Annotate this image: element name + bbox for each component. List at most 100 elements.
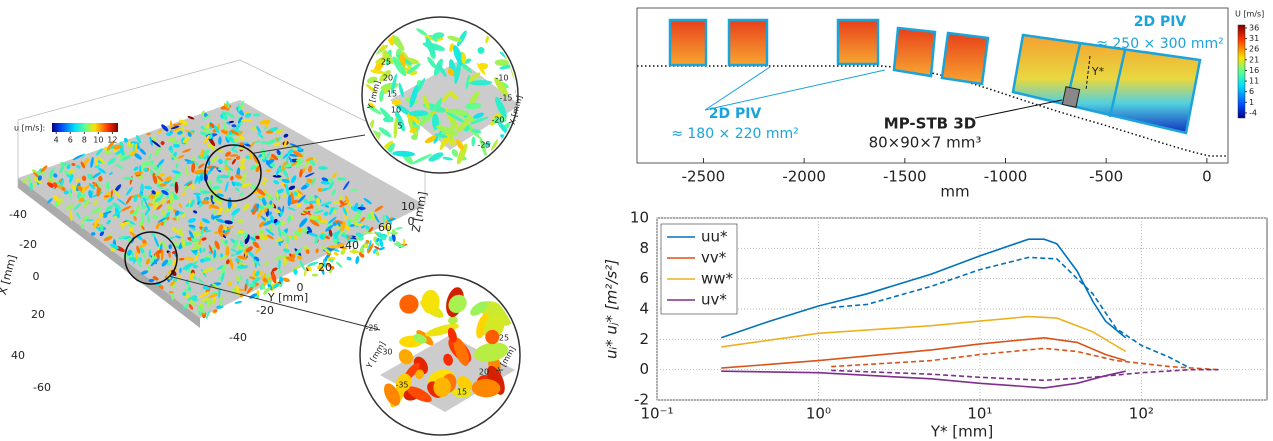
plot-frame <box>657 218 1267 400</box>
colorbar-tick-label: 8 <box>82 136 87 145</box>
colorbar-tick-label: 6 <box>68 136 73 145</box>
x-tick-label: -2000 <box>782 168 826 186</box>
axis-tick-label: 20 <box>383 74 393 83</box>
x-axis-label: mm <box>940 183 969 201</box>
colorbar-tick-label: -4 <box>1249 108 1257 117</box>
x-tick-label: -2500 <box>682 168 726 186</box>
vortex-blob <box>176 216 178 222</box>
axis-label: Z [mm] <box>410 191 430 234</box>
annotation: ≈ 250 × 300 mm² <box>1096 36 1224 52</box>
colorbar-tick-label: 11 <box>1249 77 1259 86</box>
colorbar-tick-label: 31 <box>1249 34 1259 43</box>
colorbar <box>1238 25 1245 118</box>
vortex-blob <box>312 274 319 277</box>
vortex-blob <box>253 113 261 116</box>
piv-window <box>942 33 988 84</box>
y-tick-label: -2 <box>634 391 649 409</box>
vortex-blob <box>493 153 511 157</box>
x-tick-label: -1000 <box>984 168 1028 186</box>
axis-tick-label: 15 <box>387 90 397 99</box>
colorbar-tick-label: 16 <box>1249 66 1259 75</box>
annotation: MP-STB 3D <box>884 115 976 133</box>
axis-tick-label: -35 <box>395 381 408 390</box>
axis-tick-label: 25 <box>499 334 509 343</box>
y-axis-label: uᵢ* uⱼ* [m²/s²] <box>603 259 621 359</box>
y-tick-label: 2 <box>639 330 649 348</box>
colorbar <box>52 123 118 132</box>
y-tick-label: 6 <box>639 269 649 287</box>
axis-tick-label: 40 <box>345 239 359 252</box>
axis-tick-label: -10 <box>495 74 508 83</box>
colorbar-tick-label: 21 <box>1249 55 1259 64</box>
axis-label: Y [mm] <box>267 291 308 304</box>
legend-label: uv* <box>701 291 727 309</box>
x-tick-label: -500 <box>1089 168 1123 186</box>
annotation: 2D PIV <box>709 106 762 122</box>
y-tick-label: 10 <box>630 209 649 227</box>
piv-window <box>894 28 935 76</box>
colorbar-label: u [m/s]: <box>14 124 45 133</box>
colorbar-tick-label: 36 <box>1249 23 1259 32</box>
vortex-blob <box>333 251 339 256</box>
axis-tick-label: 25 <box>381 58 391 67</box>
vortex-blob <box>335 261 343 269</box>
axis-tick-label: -20 <box>19 238 37 251</box>
piv-window <box>729 20 767 65</box>
colorbar-tick-label: 6 <box>1249 87 1254 96</box>
annotation: 2D PIV <box>1134 14 1187 30</box>
vortex-blob <box>201 200 210 204</box>
piv-window <box>838 20 878 64</box>
y-tick-label: 8 <box>639 239 649 257</box>
colorbar-tick-label: 10 <box>93 136 103 145</box>
legend-label: vv* <box>701 249 727 267</box>
vortex-blob <box>395 226 403 230</box>
y-tick-label: 0 <box>639 360 649 378</box>
x-tick-label: 0 <box>1202 168 1212 186</box>
axis-tick-label: 40 <box>11 349 25 362</box>
vortex-blob <box>509 141 516 147</box>
y-tick-label: 4 <box>639 300 649 318</box>
axis-tick-label: 20 <box>479 368 489 377</box>
axis-tick-label: 20 <box>31 308 45 321</box>
vortex-blob <box>240 275 242 280</box>
axis-tick-label: -20 <box>256 304 274 317</box>
axis-tick-label: -40 <box>229 331 247 344</box>
colorbar-tick-label: 26 <box>1249 45 1259 54</box>
legend-label: uu* <box>701 228 728 246</box>
vortex-blob <box>498 152 521 161</box>
colorbar-tick-label: 4 <box>54 136 59 145</box>
annotation: Y* <box>1091 65 1105 78</box>
render-panel: u [m/s]:4681012-40-2002040-60-40-2002040… <box>0 17 529 435</box>
axis-tick-label: -25 <box>477 141 490 150</box>
vortex-blob <box>507 147 526 162</box>
vortex-blob <box>234 300 242 304</box>
axis-tick-label: 15 <box>457 388 467 397</box>
vortex-blob <box>365 141 376 147</box>
axis-tick-label: -25 <box>365 324 378 333</box>
annotation: ≈ 180 × 220 mm² <box>671 126 799 142</box>
piv-window <box>670 20 706 65</box>
x-tick-label: 10⁰ <box>806 405 831 423</box>
colorbar-label: U [m/s] <box>1235 10 1264 19</box>
axis-tick-label: 60 <box>378 221 392 234</box>
axis-tick-label: 5 <box>397 122 402 131</box>
x-tick-label: 10¹ <box>967 405 992 423</box>
vortex-blob <box>346 256 352 261</box>
x-tick-label: -1500 <box>883 168 927 186</box>
x-tick-label: 10² <box>1129 405 1154 423</box>
stb-volume <box>1062 87 1079 108</box>
vortex-blob <box>231 254 236 256</box>
axis-tick-label: 0 <box>33 270 40 283</box>
axis-tick-label: -15 <box>499 94 512 103</box>
legend-label: ww* <box>701 270 734 288</box>
figure: u [m/s]:4681012-40-2002040-60-40-2002040… <box>0 0 1273 441</box>
colorbar-tick-label: 1 <box>1249 98 1254 107</box>
axis-tick-label: 20 <box>318 261 332 274</box>
x-axis-label: Y* [mm] <box>930 423 993 441</box>
colorbar-tick-label: 12 <box>107 136 117 145</box>
axis-label: X [mm] <box>0 253 19 296</box>
vortex-blob <box>169 244 172 249</box>
axis-tick-label: -60 <box>33 381 51 394</box>
axis-tick-label: -20 <box>491 116 504 125</box>
vortex-blob <box>503 144 510 151</box>
